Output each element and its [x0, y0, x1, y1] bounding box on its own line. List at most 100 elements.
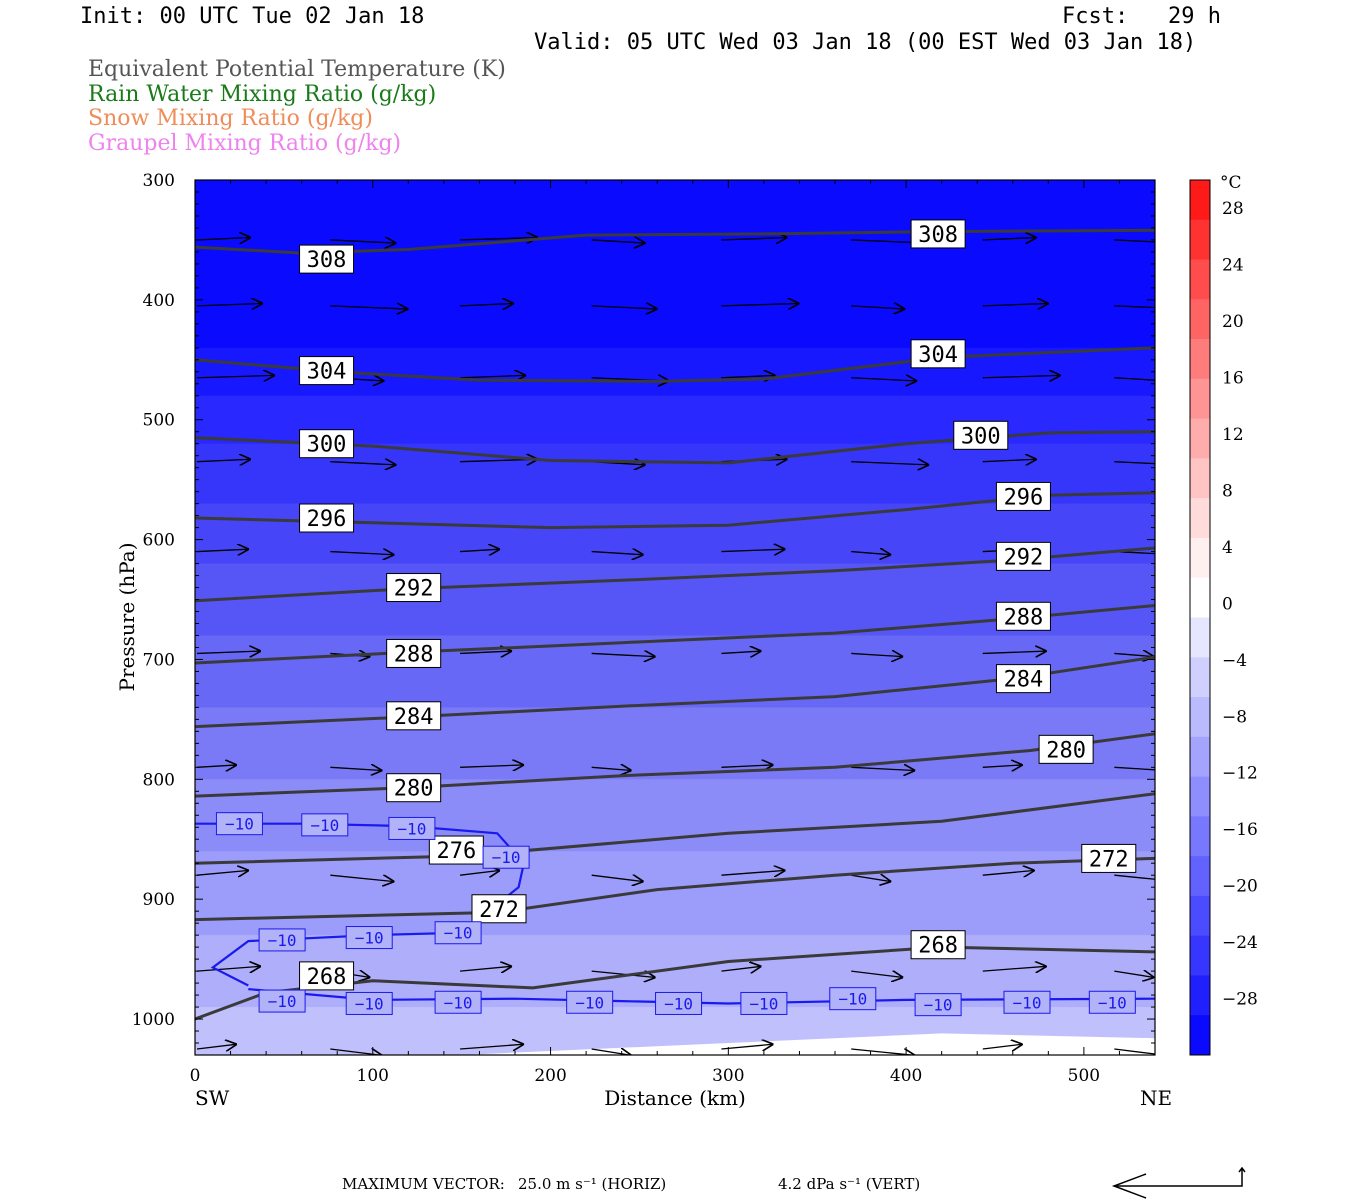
- wind-vector: [982, 459, 1037, 461]
- wind-vector: [196, 765, 237, 767]
- theta-e-label-box: [1038, 734, 1094, 764]
- wind-vector: [851, 1048, 915, 1055]
- wind-vector: [1114, 874, 1155, 880]
- colorbar-swatch: [1190, 378, 1210, 420]
- wind-vector: [460, 238, 538, 240]
- colorbar-swatch: [1190, 219, 1210, 261]
- wind-vector: [196, 459, 251, 461]
- wind-vector: [721, 765, 773, 767]
- isotherm-label-box: [434, 921, 482, 945]
- colorbar-swatch: [1190, 339, 1210, 380]
- y-tick-label: 600: [143, 531, 175, 551]
- wind-vector: [1114, 1049, 1155, 1055]
- colorbar-swatch: [1190, 895, 1210, 937]
- wind-vector: [721, 1044, 773, 1049]
- isotherm-label-box: [258, 928, 306, 952]
- isotherm-label-box: [345, 991, 393, 1015]
- theta-e-label-box: [299, 356, 355, 386]
- isotherm-label: −10: [444, 924, 473, 943]
- isotherm-label-box: [482, 845, 530, 869]
- reference-vector-icon: [1111, 1166, 1246, 1199]
- theta-e-label: 308: [918, 223, 958, 248]
- isotherm-label: −10: [397, 819, 426, 838]
- isotherm-label-box: [1088, 990, 1136, 1014]
- theta-e-label: 284: [394, 705, 434, 730]
- colorbar-swatch: [1190, 299, 1210, 340]
- x-axis-label: Distance (km): [604, 1086, 746, 1110]
- isotherm-label-box: [829, 987, 877, 1011]
- colorbar-swatch: [1190, 856, 1210, 897]
- y-tick-label: 300: [143, 171, 175, 191]
- theta-e-label: 272: [1089, 847, 1129, 872]
- theta-e-label-box: [299, 961, 355, 991]
- wind-vector: [721, 375, 775, 377]
- max-vector-horiz: 25.0 m s⁻¹ (HORIZ): [518, 1175, 667, 1193]
- theta-e-label-box: [386, 638, 442, 668]
- wind-vector: [982, 765, 1023, 767]
- wind-vector: [1114, 305, 1155, 309]
- colorbar-swatch: [1190, 935, 1210, 976]
- theta-e-label-box: [910, 339, 966, 369]
- isotherm-minus10-upper: [195, 822, 526, 987]
- colorbar-label: 4: [1222, 538, 1233, 558]
- colorbar-swatch: [1190, 816, 1210, 857]
- isotherm-label: −10: [924, 996, 953, 1015]
- theta-e-label-box: [299, 503, 355, 533]
- wind-vector: [591, 306, 658, 309]
- wind-vector: [851, 971, 903, 977]
- isotherm-label-box: [345, 926, 393, 950]
- theta-e-label-box: [386, 773, 442, 803]
- wind-vector: [851, 462, 929, 465]
- colorbar-swatch: [1190, 458, 1210, 499]
- x-tick-label: 400: [890, 1066, 922, 1086]
- wind-vector: [982, 870, 1035, 875]
- y-tick-label: 800: [143, 770, 175, 790]
- colorbar-swatch: [1190, 498, 1210, 539]
- temperature-band: [195, 563, 1155, 637]
- isotherm-label-box: [914, 993, 962, 1017]
- wind-vector: [982, 303, 1049, 305]
- isotherm-label-box: [740, 991, 788, 1015]
- colorbar-label: −4: [1222, 651, 1247, 671]
- plot-frame: [194, 179, 1156, 1056]
- isotherm-label: −10: [1098, 993, 1127, 1012]
- colorbar-swatch: [1190, 736, 1210, 778]
- y-tick-label: 1000: [132, 1010, 175, 1030]
- wind-vector: [851, 653, 903, 656]
- wind-vector: [196, 303, 263, 305]
- wind-vector: [851, 552, 891, 555]
- temperature-fill: [195, 180, 1155, 1055]
- colorbar-swatch: [1190, 259, 1210, 300]
- wind-vector: [196, 238, 251, 240]
- isotherm-label: −10: [225, 815, 254, 834]
- wind-vector: [330, 874, 394, 881]
- colorbar-swatch: [1190, 180, 1210, 221]
- isotherm-label: −10: [492, 848, 521, 867]
- wind-vector: [460, 549, 500, 551]
- theta-e-label: 304: [918, 343, 958, 368]
- isotherm-label-box: [388, 816, 436, 840]
- theta-e-label: 268: [307, 965, 347, 990]
- colorbar-label: 8: [1222, 481, 1233, 501]
- isotherm-label: −10: [575, 993, 604, 1012]
- theta-e-label: 308: [307, 248, 347, 273]
- max-vector-vert: 4.2 dPa s⁻¹ (VERT): [778, 1175, 921, 1193]
- theta-e-label-box: [910, 219, 966, 249]
- theta-e-label: 288: [394, 642, 434, 667]
- isotherm-label: −10: [268, 992, 297, 1011]
- theta-e-label: 272: [479, 898, 519, 923]
- wind-vector: [721, 549, 785, 551]
- x-end-left: SW: [195, 1086, 230, 1110]
- wind-vector: [460, 303, 514, 305]
- wind-vector: [721, 303, 799, 305]
- wind-vector: [1114, 653, 1154, 656]
- theta-e-label-box: [995, 541, 1051, 571]
- colorbar-label: 16: [1222, 369, 1244, 389]
- y-tick-label: 500: [143, 411, 175, 431]
- y-tick-label: 400: [143, 291, 175, 311]
- wind-vector: [330, 306, 408, 309]
- isotherm-label: −10: [444, 993, 473, 1012]
- wind-vector: [330, 1049, 382, 1055]
- legend-rain-water: Rain Water Mixing Ratio (g/kg): [88, 82, 437, 107]
